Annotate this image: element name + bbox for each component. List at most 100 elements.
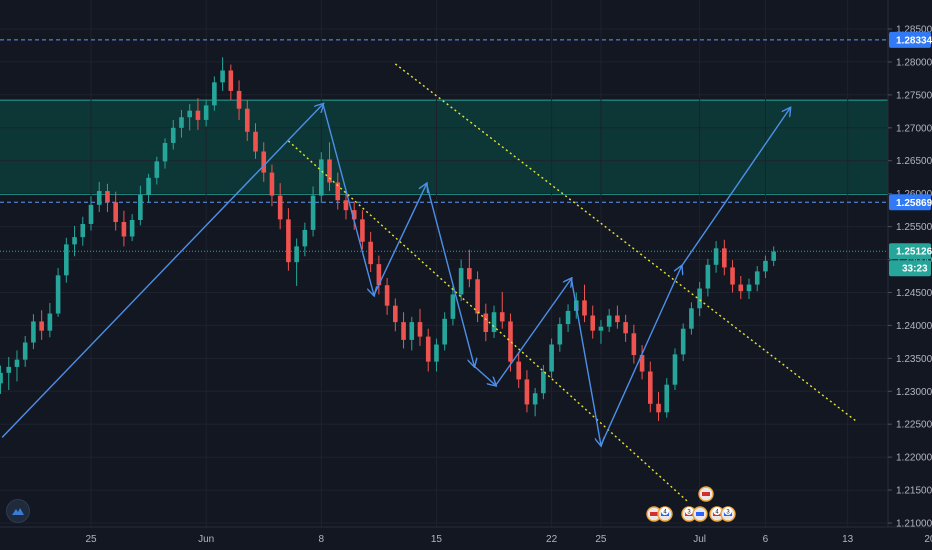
candle-body — [393, 305, 398, 323]
candle-body — [203, 105, 209, 120]
candle-body — [294, 246, 299, 263]
candle-body — [450, 294, 456, 319]
time-axis-bg — [0, 527, 932, 550]
candle-body — [212, 82, 217, 106]
price-tag-label: 1.28334 — [896, 35, 932, 46]
price-tag-bg — [889, 243, 931, 260]
candle-body — [483, 313, 489, 332]
candle-body — [680, 328, 686, 355]
countdown-tag-label: 33:23 — [902, 264, 928, 275]
time-tick-label: 8 — [319, 534, 325, 545]
candle-body — [434, 344, 439, 362]
time-tick-label: 25 — [595, 534, 607, 545]
candle-body — [738, 284, 744, 292]
candle-body — [639, 355, 645, 372]
candle-body — [244, 108, 250, 132]
candle-body — [55, 275, 61, 314]
candle-body — [689, 308, 694, 329]
countdown-tag-bg — [889, 260, 931, 277]
candle-body — [376, 264, 382, 286]
event-flag-stripe — [696, 512, 704, 516]
candle-body — [269, 172, 275, 196]
candle-body — [228, 70, 234, 91]
time-tick-label: 6 — [763, 534, 769, 545]
candle-body — [22, 342, 28, 360]
candle-body — [64, 244, 69, 276]
event-flag-stripe — [650, 512, 658, 516]
candle-body — [277, 195, 283, 220]
candle-body — [368, 241, 373, 265]
candle-body — [697, 288, 702, 309]
candle-body — [220, 70, 225, 83]
event-flag-stripe — [702, 492, 710, 496]
candle-body — [730, 267, 735, 285]
price-tick-label: 1.25500 — [896, 222, 932, 233]
candle-body — [409, 322, 415, 340]
candle-body — [310, 195, 316, 230]
candle-body — [524, 379, 530, 405]
event-count-label: 4 — [663, 510, 667, 516]
event-count-bg — [713, 507, 721, 515]
candle-body — [72, 237, 77, 245]
candle-body — [656, 403, 661, 413]
candle-body — [532, 393, 538, 405]
candle-body — [606, 315, 612, 327]
candle-body — [425, 336, 431, 362]
candle-body — [302, 229, 308, 247]
channel-line — [287, 140, 689, 503]
wave-arrow — [600, 266, 682, 446]
candle-body — [417, 322, 423, 337]
candle-body — [335, 182, 341, 201]
candle-body — [31, 321, 36, 343]
price-tick-label: 1.27500 — [896, 90, 932, 101]
event-badge-icon[interactable] — [698, 486, 714, 502]
event-badge-icon[interactable] — [692, 506, 708, 522]
candle-body — [557, 324, 563, 345]
candle-body — [623, 322, 628, 334]
event-badge-icon[interactable]: 4 — [709, 506, 725, 522]
time-tick-label: 25 — [85, 534, 97, 545]
candle-body — [664, 384, 670, 413]
candle-body — [319, 159, 324, 196]
candle-body — [121, 221, 127, 237]
wave-arrow — [680, 108, 791, 267]
time-tick-label: 13 — [842, 534, 854, 545]
time-tick-label: Jun — [198, 534, 214, 545]
candle-body — [170, 127, 176, 143]
event-count-label: 3 — [726, 510, 730, 516]
candle-body — [467, 268, 472, 280]
price-tick-label: 1.21500 — [896, 486, 932, 497]
candle-body — [129, 220, 135, 237]
price-tick-label: 1.23000 — [896, 387, 932, 398]
candle-body — [722, 248, 727, 268]
candle-body — [286, 219, 291, 263]
candle-body — [236, 90, 242, 109]
candle-body — [343, 200, 349, 211]
candle-body — [351, 210, 357, 220]
price-tick-label: 1.28000 — [896, 57, 932, 68]
event-badge-icon[interactable]: 3 — [720, 506, 736, 522]
event-badge-icon[interactable]: 3 — [681, 506, 697, 522]
candle-body — [442, 318, 447, 345]
candle-body — [261, 151, 267, 173]
price-tick-label: 1.23500 — [896, 354, 932, 365]
event-count-label: 3 — [687, 510, 691, 516]
price-tick-label: 1.22500 — [896, 420, 932, 431]
event-count-bg — [685, 507, 693, 515]
wave-arrow — [570, 278, 601, 446]
event-badge-icon[interactable]: 4 — [657, 506, 673, 522]
brand-logo-icon[interactable] — [6, 499, 30, 523]
time-tick-label: 20 — [924, 534, 932, 545]
candle-body — [14, 359, 20, 367]
candle-body — [541, 371, 546, 394]
wave-arrow — [1, 104, 323, 438]
candle-body — [162, 142, 168, 162]
time-tick-label: Jul — [693, 534, 706, 545]
candle-body — [360, 219, 365, 242]
candle-body — [590, 315, 596, 331]
time-tick-label: 22 — [546, 534, 558, 545]
price-tag-label: 1.25869 — [896, 198, 932, 209]
wave-arrow — [425, 183, 475, 366]
